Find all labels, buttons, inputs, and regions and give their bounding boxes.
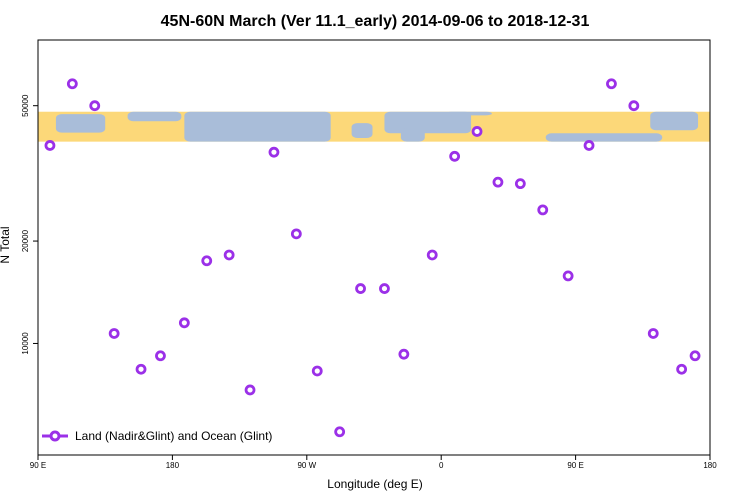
data-point: [355, 283, 366, 294]
data-point: [108, 328, 120, 339]
data-point: [44, 140, 56, 151]
x-tick-label: 90 W: [297, 461, 316, 470]
map-ocean-region: [127, 111, 182, 122]
data-point: [647, 328, 659, 339]
x-tick-label: 180: [166, 461, 180, 470]
data-point: [290, 228, 302, 240]
data-point: [583, 140, 595, 151]
data-point: [135, 363, 147, 375]
map-ocean-region: [400, 128, 425, 142]
x-tick-label: 90 E: [567, 461, 583, 470]
data-point: [676, 363, 688, 375]
map-ocean-region: [55, 114, 106, 133]
plot-frame: [37, 39, 711, 456]
legend-label: Land (Nadir&Glint) and Ocean (Glint): [75, 429, 272, 443]
data-point: [471, 126, 483, 137]
data-point: [311, 365, 323, 377]
legend: Land (Nadir&Glint) and Ocean (Glint): [42, 429, 272, 443]
map-ocean-region: [351, 123, 373, 139]
data-point: [514, 178, 526, 190]
x-axis-ticks: 90 E 180 90 W 0 90 E 180: [30, 455, 717, 470]
data-point: [628, 100, 640, 112]
data-point: [268, 146, 280, 158]
y-tick-label: 10000: [21, 332, 30, 355]
data-point: [562, 270, 574, 282]
data-point: [449, 150, 461, 162]
map-ocean-region: [545, 133, 663, 142]
data-point: [178, 317, 190, 329]
chart-title: 45N-60N March (Ver 11.1_early) 2014-09-0…: [161, 13, 590, 30]
data-point: [334, 426, 346, 438]
data-point: [398, 348, 410, 360]
data-point: [223, 249, 235, 261]
data-point: [426, 249, 438, 261]
data-point: [492, 176, 504, 188]
y-axis-label: N Total: [0, 226, 12, 263]
map-ocean-region: [184, 111, 331, 142]
data-point: [155, 350, 166, 362]
y-tick-label: 20000: [21, 229, 30, 252]
data-point: [537, 204, 549, 216]
x-tick-label: 180: [703, 461, 717, 470]
y-axis-ticks: 10000 20000 50000: [21, 94, 38, 355]
data-point: [379, 283, 390, 294]
data-point: [689, 350, 701, 362]
data-point: [244, 384, 256, 396]
map-ocean-region: [384, 111, 472, 134]
data-point: [66, 78, 78, 90]
data-point: [201, 255, 213, 267]
x-tick-label: 90 E: [30, 461, 46, 470]
world-map-strip: [38, 111, 710, 142]
data-point: [89, 100, 101, 112]
map-ocean-region: [445, 111, 492, 116]
x-axis-label: Longitude (deg E): [327, 477, 422, 491]
y-tick-label: 50000: [21, 94, 30, 117]
map-ocean-region: [650, 111, 699, 131]
data-point: [606, 78, 617, 90]
x-tick-label: 0: [439, 461, 444, 470]
legend-marker: [49, 430, 61, 442]
data-points: [44, 78, 701, 438]
